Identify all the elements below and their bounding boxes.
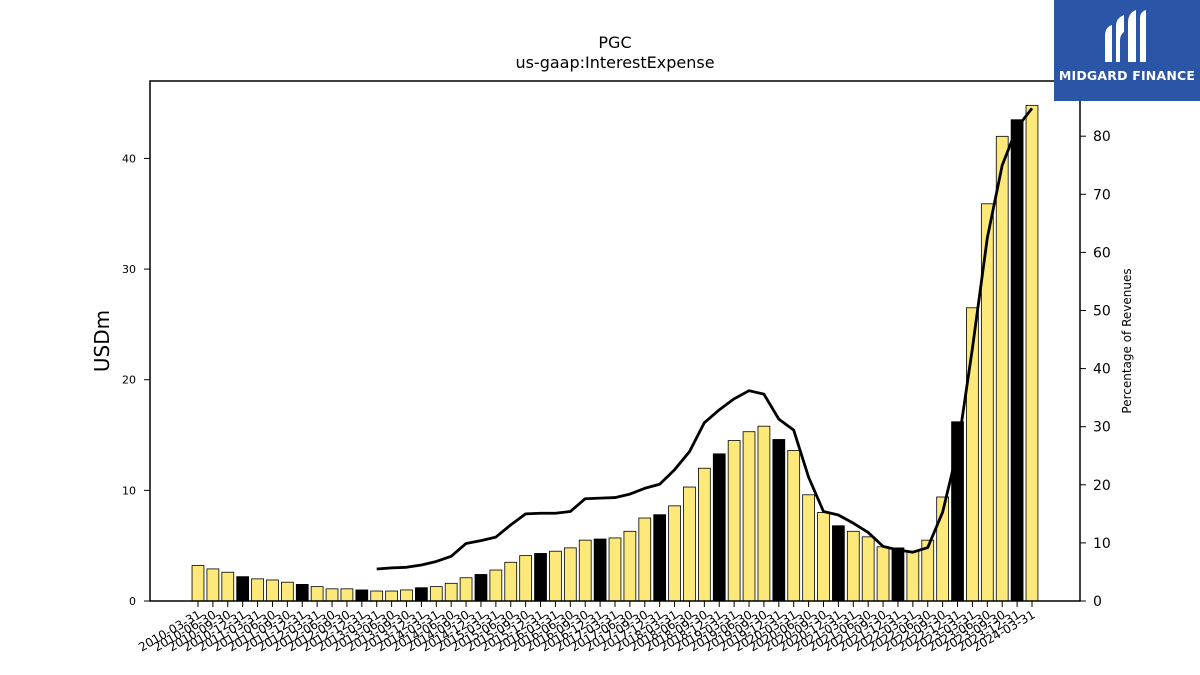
y-axis-left: 0 10 20 30 40 — [122, 152, 150, 608]
bar-2010-06-30 — [206, 568, 220, 602]
percentage-of-revenues-line — [376, 107, 1034, 571]
midgard-logo-icon — [1105, 10, 1146, 62]
bar-2017-09-30 — [638, 517, 652, 602]
bar-2012-12-31 — [355, 589, 369, 602]
y-tick-label: 0 — [129, 595, 136, 608]
bar-2010-03-31 — [191, 565, 205, 602]
bar-2021-12-31 — [891, 547, 905, 602]
y2-tick-label: 70 — [1093, 187, 1111, 203]
y2-axis-label: Percentage of Revenues — [1120, 268, 1134, 413]
bar-2011-06-30 — [266, 579, 279, 602]
bar-2017-12-31 — [653, 514, 667, 602]
bar-2018-03-31 — [668, 505, 681, 602]
bar-2010-12-31 — [236, 576, 250, 602]
bar-2016-09-30 — [578, 539, 592, 602]
bar-2016-03-31 — [549, 550, 562, 602]
y2-tick-label: 20 — [1093, 478, 1111, 494]
bar-2020-09-30 — [817, 512, 830, 602]
bar-2015-06-30 — [504, 561, 518, 602]
y2-tick-label: 80 — [1093, 129, 1111, 145]
bar-2013-12-31 — [415, 587, 428, 602]
chart-title: PGC — [598, 33, 631, 52]
bar-2018-09-30 — [698, 467, 711, 602]
bar-2015-03-31 — [489, 569, 503, 602]
bar-2014-06-30 — [444, 582, 458, 602]
bar-2014-03-31 — [429, 586, 443, 602]
bar-2015-12-31 — [534, 553, 547, 602]
bar-2021-03-31 — [846, 530, 860, 602]
bar-2019-03-31 — [727, 440, 741, 602]
bar-2011-03-31 — [251, 578, 264, 602]
y2-tick-label: 50 — [1093, 303, 1111, 319]
bar-2013-06-30 — [385, 590, 398, 602]
bar-2019-12-31 — [772, 439, 786, 602]
bar-2014-09-30 — [459, 577, 473, 602]
y2-tick-label: 0 — [1093, 594, 1102, 610]
bar-2011-09-30 — [280, 581, 294, 602]
y2-tick-label: 60 — [1093, 245, 1111, 261]
bar-2019-09-30 — [757, 425, 771, 602]
bar-2020-06-30 — [802, 494, 815, 602]
bar-2021-09-30 — [876, 546, 890, 602]
bar-2018-06-30 — [683, 486, 696, 602]
x-axis: 2010-03-312010-06-302010-09-302010-12-31… — [136, 601, 1038, 654]
bar-2020-03-31 — [787, 450, 801, 602]
bar-2015-09-30 — [519, 555, 533, 602]
bar-2023-09-30 — [995, 135, 1009, 602]
y-tick-label: 10 — [122, 484, 136, 497]
bar-2012-06-30 — [325, 588, 339, 602]
brand-name: MIDGARD FINANCE — [1058, 68, 1196, 83]
bar-2016-12-31 — [593, 538, 607, 602]
y-axis-label: USDm — [90, 310, 114, 372]
bar-2021-06-30 — [861, 536, 875, 602]
y-axis-right: 0 10 20 30 40 50 60 70 80 — [1080, 129, 1111, 610]
y2-tick-label: 10 — [1093, 536, 1111, 552]
bar-2010-09-30 — [221, 571, 235, 602]
bar-2022-03-31 — [906, 550, 920, 602]
bar-2017-03-31 — [608, 537, 622, 602]
bar-2018-12-31 — [712, 453, 726, 602]
bar-2013-09-30 — [400, 589, 413, 602]
bar-2012-03-31 — [310, 586, 324, 602]
brand-logo: MIDGARD FINANCE — [1054, 0, 1200, 101]
line-series — [376, 107, 1034, 571]
y2-tick-label: 30 — [1093, 420, 1111, 436]
bar-series — [191, 104, 1039, 602]
y-tick-label: 30 — [122, 263, 136, 276]
y2-tick-label: 40 — [1093, 362, 1111, 378]
bar-2013-03-31 — [370, 590, 384, 602]
y-tick-label: 40 — [122, 152, 136, 165]
y-tick-label: 20 — [122, 374, 136, 387]
bar-2020-12-31 — [832, 525, 845, 602]
bar-2016-06-30 — [563, 547, 577, 602]
chart-subtitle: us-gaap:InterestExpense — [515, 53, 714, 72]
bar-2017-06-30 — [623, 530, 637, 602]
bar-2014-12-31 — [474, 574, 488, 602]
bar-2011-12-31 — [295, 584, 309, 602]
bar-2012-09-30 — [340, 588, 354, 602]
bar-2024-03-31 — [1025, 104, 1039, 602]
bar-2023-12-31 — [1010, 119, 1024, 602]
bar-2019-06-30 — [742, 431, 756, 602]
